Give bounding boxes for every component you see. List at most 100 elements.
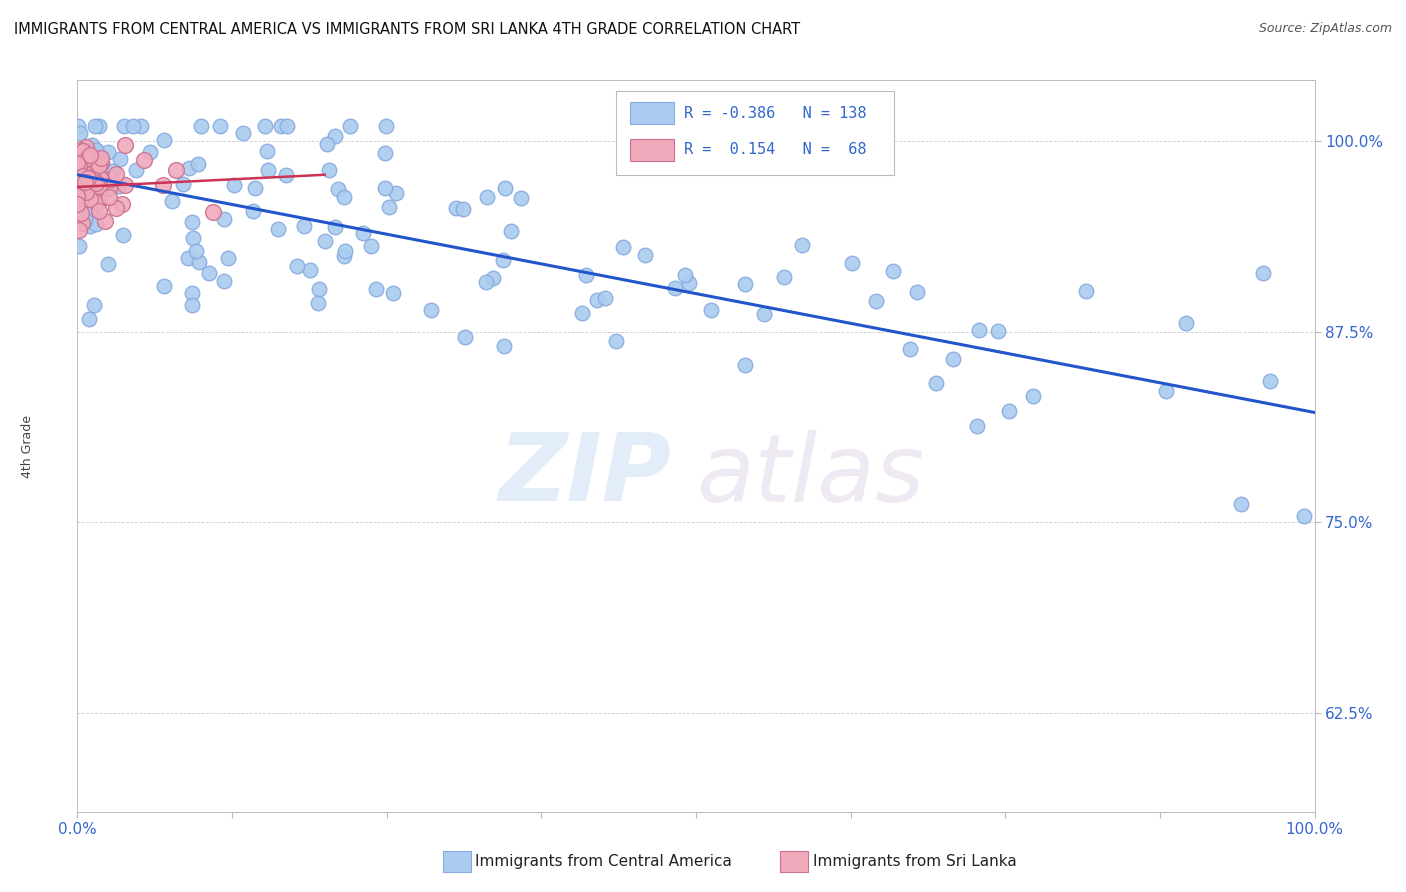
Point [734, 277, 756, 291]
Point [83, 172, 105, 186]
Point [89, 119, 111, 133]
Point [101, 163, 124, 178]
Point [152, 178, 174, 193]
Point [285, 259, 308, 273]
Point [181, 231, 204, 245]
Point [138, 145, 160, 160]
Point [84, 143, 107, 157]
Point [882, 263, 904, 277]
Point [66, 188, 89, 202]
Point [72, 182, 94, 196]
Point [177, 161, 200, 175]
Point [125, 163, 148, 178]
Point [198, 266, 221, 280]
Point [67, 198, 90, 212]
Point [270, 119, 292, 133]
Point [292, 219, 315, 234]
Text: IMMIGRANTS FROM CENTRAL AMERICA VS IMMIGRANTS FROM SRI LANKA 4TH GRADE CORRELATI: IMMIGRANTS FROM CENTRAL AMERICA VS IMMIG… [14, 22, 800, 37]
Text: Immigrants from Central America: Immigrants from Central America [475, 855, 733, 869]
Point [586, 293, 609, 308]
Point [475, 275, 498, 289]
Point [333, 248, 356, 262]
Point [79, 148, 101, 162]
Point [75, 140, 97, 154]
Point [94, 182, 117, 196]
Point [69, 126, 91, 140]
Point [509, 191, 531, 205]
Point [108, 179, 131, 194]
Point [77, 152, 100, 166]
Point [97, 190, 120, 204]
Point [82, 202, 104, 216]
Point [66, 169, 89, 183]
Point [90, 186, 112, 200]
Text: Source: ZipAtlas.com: Source: ZipAtlas.com [1258, 22, 1392, 36]
Point [66, 177, 89, 191]
Point [122, 119, 145, 133]
Point [108, 152, 131, 166]
Point [217, 251, 239, 265]
Point [298, 263, 321, 277]
Point [360, 239, 382, 253]
Point [188, 255, 211, 269]
Point [308, 282, 330, 296]
Point [212, 274, 235, 288]
Point [1230, 497, 1253, 511]
Point [66, 183, 89, 197]
Point [374, 145, 396, 160]
Point [72, 194, 94, 209]
Point [267, 222, 290, 236]
Point [575, 268, 598, 282]
Point [482, 270, 505, 285]
Point [967, 323, 990, 337]
Point [66, 197, 89, 211]
Point [446, 201, 468, 215]
Point [70, 206, 93, 220]
Point [160, 194, 183, 209]
Point [325, 129, 347, 144]
Point [253, 119, 276, 133]
Point [83, 195, 105, 210]
Point [419, 303, 441, 318]
Point [942, 351, 965, 366]
Point [76, 149, 98, 163]
Point [339, 119, 361, 133]
Point [66, 169, 89, 184]
Point [224, 178, 246, 193]
Point [256, 144, 278, 158]
Point [165, 163, 187, 178]
Point [700, 302, 723, 317]
Point [494, 181, 516, 195]
Point [76, 153, 98, 167]
Point [1174, 316, 1197, 330]
Point [374, 180, 396, 194]
Point [501, 224, 523, 238]
Point [385, 186, 408, 200]
Text: R =  0.154   N =  68: R = 0.154 N = 68 [683, 142, 866, 157]
Text: Immigrants from Sri Lanka: Immigrants from Sri Lanka [813, 855, 1017, 869]
Point [79, 219, 101, 234]
Point [898, 342, 921, 356]
Point [84, 143, 107, 157]
Point [105, 202, 128, 216]
Point [593, 291, 616, 305]
Text: atlas: atlas [696, 430, 924, 521]
Point [80, 137, 103, 152]
Point [111, 197, 134, 211]
Point [77, 312, 100, 326]
Point [202, 205, 225, 219]
Point [72, 170, 94, 185]
Point [352, 227, 374, 241]
Point [66, 179, 89, 194]
Point [98, 172, 121, 186]
Point [454, 330, 477, 344]
Point [90, 156, 112, 170]
Point [111, 227, 134, 242]
Point [754, 308, 776, 322]
Point [70, 190, 93, 204]
Point [256, 163, 278, 178]
Point [73, 166, 96, 180]
Point [80, 201, 103, 215]
Point [75, 185, 97, 199]
Point [242, 204, 264, 219]
